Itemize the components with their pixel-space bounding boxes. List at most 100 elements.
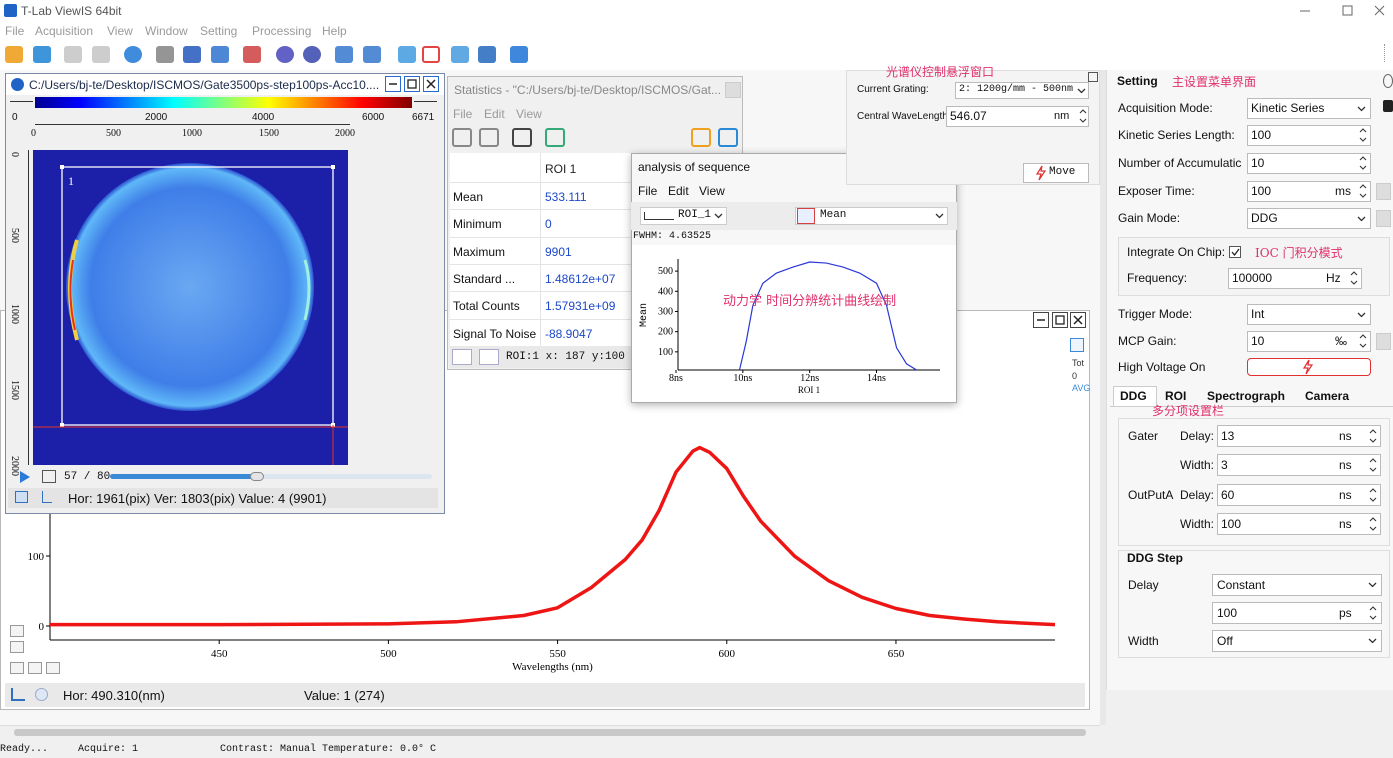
center-input[interactable] [946,106,1089,127]
spin-box[interactable] [1217,513,1381,535]
close-button[interactable] [423,76,439,92]
statistic-select[interactable] [795,207,948,225]
frame-slider-track[interactable] [110,474,432,479]
spin-buttons[interactable] [1369,487,1377,503]
spin-box[interactable] [1247,181,1371,202]
menu-item[interactable]: View [699,184,725,198]
toolbar-button[interactable] [452,128,472,147]
menu-item[interactable]: File [453,107,473,121]
spin-buttons[interactable] [1369,457,1377,473]
toolbar-button[interactable] [92,46,110,63]
maximize-button[interactable] [404,76,420,92]
window-controls[interactable] [1295,4,1385,18]
spin-buttons[interactable] [1359,127,1367,143]
toolbar-button[interactable] [183,46,201,63]
menu-item[interactable]: Window [145,24,188,38]
toolbar-button[interactable] [545,128,565,147]
toolbar-button[interactable] [33,46,51,63]
roi-select[interactable] [640,207,727,225]
minimize-button[interactable] [385,76,401,92]
dropdown-arrow[interactable] [935,213,944,219]
toolbar-button[interactable] [156,46,174,63]
table-button[interactable] [452,349,472,365]
spin-buttons[interactable] [1350,270,1358,286]
toolbar-button[interactable] [512,128,532,147]
spin-box[interactable] [1217,484,1381,506]
view-tool-button[interactable] [46,662,60,674]
menu-item[interactable]: Processing [252,24,312,38]
tab-label[interactable]: DDG [1120,389,1147,403]
side-button[interactable] [1376,210,1391,227]
view-tool-button[interactable] [10,662,24,674]
toolbar-button[interactable] [243,46,261,63]
toolbar-button[interactable] [363,46,381,63]
select-box[interactable] [1247,304,1371,325]
side-button[interactable] [1376,183,1391,200]
dropdown-arrow[interactable] [1077,88,1086,94]
toolbar-button[interactable] [422,46,440,63]
menu-item[interactable]: View [107,24,133,38]
dropdown-arrow[interactable] [1368,638,1377,644]
toolbar-button[interactable] [478,46,496,63]
grating-select[interactable] [955,82,1089,99]
tab[interactable] [1113,386,1157,406]
menu-item[interactable]: Edit [668,184,689,198]
close-button[interactable] [1070,312,1086,328]
toolbar-button[interactable] [691,128,711,147]
step-input[interactable] [1212,602,1382,624]
toolbar-button[interactable] [64,46,82,63]
minimize-button[interactable] [1033,312,1049,328]
width-mode-select[interactable] [1212,630,1382,652]
spin-buttons[interactable] [1359,333,1367,349]
curve-button[interactable] [479,349,499,365]
spin-box[interactable] [1217,425,1381,447]
float-button[interactable] [1088,72,1098,82]
play-button[interactable] [18,470,32,484]
add-button[interactable] [1070,338,1084,352]
toolbar-button[interactable] [335,46,353,63]
menu-item[interactable]: View [516,107,542,121]
toolbar-button[interactable] [510,46,528,63]
select-box[interactable] [1247,208,1371,229]
menu-item[interactable]: Help [322,24,347,38]
toolbar-button[interactable] [124,46,142,63]
side-button[interactable] [1376,333,1391,350]
toolbar-button[interactable] [5,46,23,63]
view-tool-button[interactable] [10,625,24,637]
toolbar-button[interactable] [211,46,229,63]
menu-item[interactable]: File [638,184,658,198]
tab-label[interactable]: ROI [1165,389,1187,403]
spin-box[interactable] [1228,268,1362,289]
tab-label[interactable]: Camera [1305,389,1350,403]
delay-mode-select[interactable] [1212,574,1382,596]
toolbar-button[interactable] [303,46,321,63]
frame-icon[interactable] [42,470,56,483]
spin-box[interactable] [1247,331,1371,352]
frame-slider-handle[interactable] [250,472,264,481]
dropdown-arrow[interactable] [1357,216,1366,222]
dropdown-arrow[interactable] [1357,106,1366,112]
help-button[interactable] [1383,74,1393,88]
menu-item[interactable]: Edit [484,107,505,121]
maximize-button[interactable] [1052,312,1068,328]
spin-buttons[interactable] [1359,183,1367,199]
select-box[interactable] [1247,98,1371,119]
toolbar-button[interactable] [451,46,469,63]
toolbar-button[interactable] [398,46,416,63]
toolbar-button[interactable] [276,46,294,63]
menu-item[interactable]: File [5,24,25,38]
scroll-thumb[interactable] [14,729,1086,736]
toolbar-button[interactable] [479,128,499,147]
spin-box[interactable] [1217,454,1381,476]
toolbar-button[interactable] [718,128,738,147]
integrate-checkbox[interactable] [1229,246,1241,258]
spin-box[interactable] [1247,125,1371,146]
view-tool-button[interactable] [10,641,24,653]
tab-label[interactable]: Spectrograph [1207,389,1286,403]
spin-buttons[interactable] [1369,516,1377,532]
dropdown-arrow[interactable] [1357,312,1366,318]
spin-buttons[interactable] [1359,155,1367,171]
dropdown-arrow[interactable] [1368,582,1377,588]
menu-item[interactable]: Setting [200,24,238,38]
spin-box[interactable] [1247,153,1371,174]
